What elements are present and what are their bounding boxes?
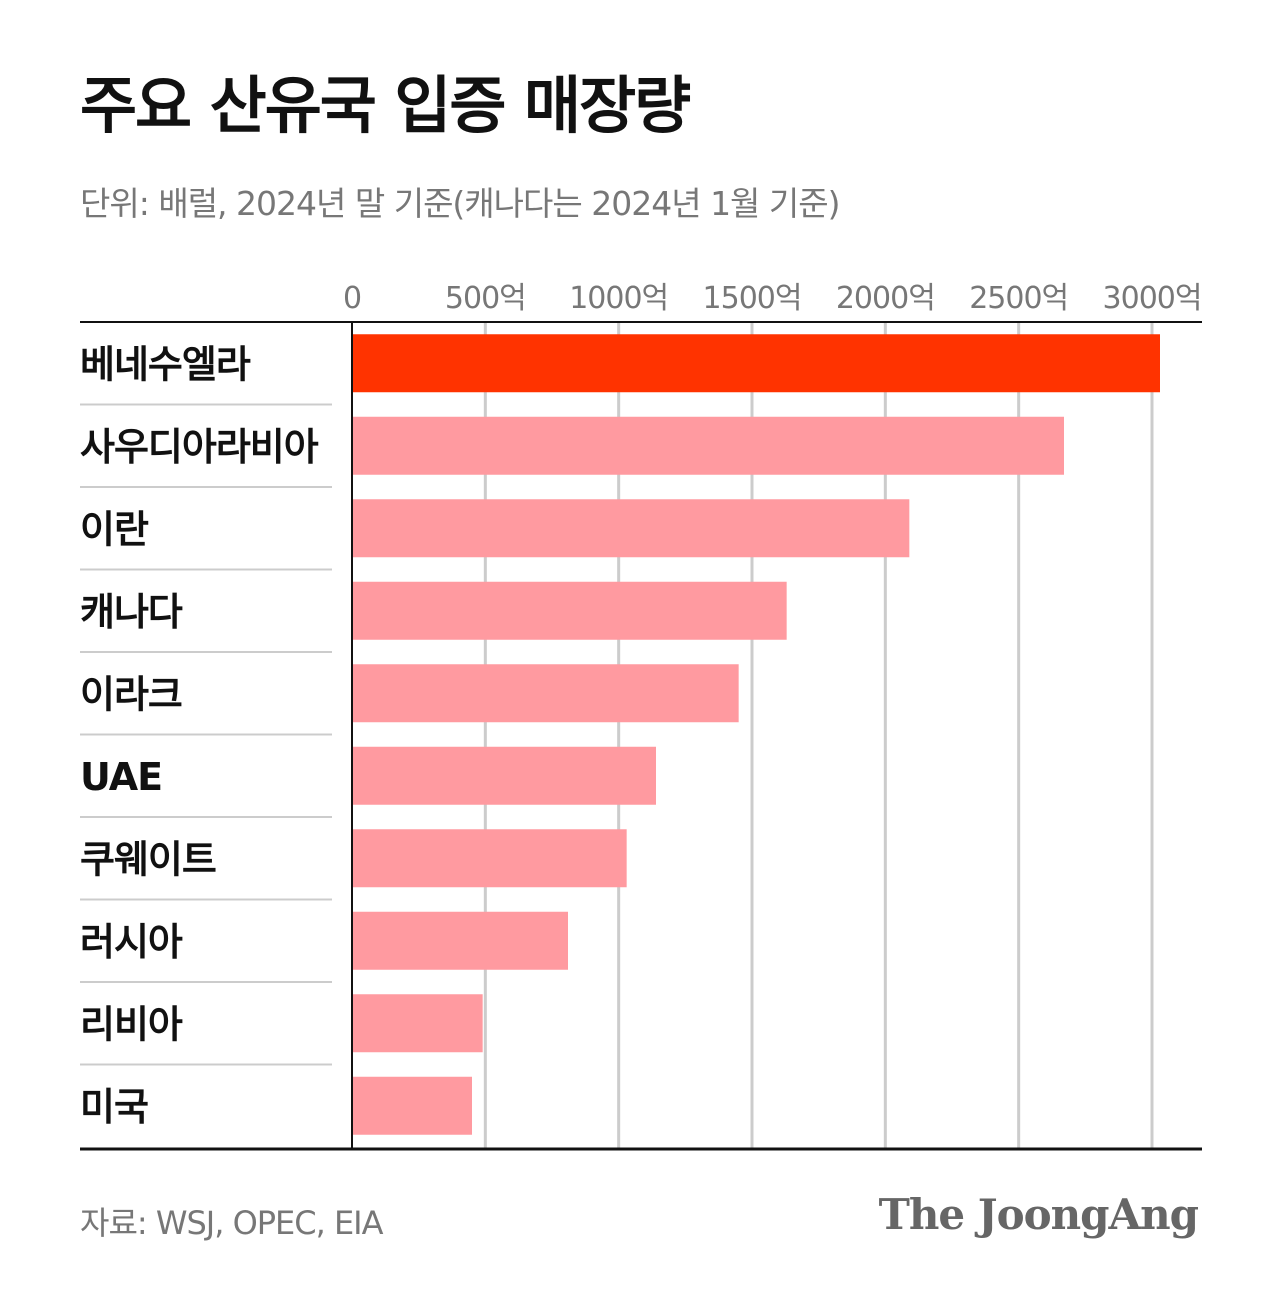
bar [352,911,568,970]
bar [352,1076,472,1135]
chart-title: 주요 산유국 입증 매장량 [80,69,691,142]
x-tick-label: 1000억 [569,281,668,316]
bar [352,499,910,558]
category-label: 쿠웨이트 [80,837,216,881]
x-tick-label: 2500억 [969,281,1068,316]
source-note: 자료: WSJ, OPEC, EIA [80,1204,384,1242]
category-label: 러시아 [80,920,183,964]
publisher-logo: The JoongAng [878,1190,1199,1239]
bar [352,334,1160,393]
x-tick-label: 3000억 [1103,281,1202,316]
category-label: 리비아 [80,1002,183,1046]
chart-subtitle: 단위: 배럴, 2024년 말 기준(캐나다는 2024년 1월 기준) [80,184,841,223]
bar [352,994,483,1053]
category-label: 이란 [80,507,149,551]
category-label: UAE [80,755,162,799]
x-tick-label: 500억 [445,281,526,316]
category-label: 베네수엘라 [80,342,251,386]
category-label: 캐나다 [80,590,183,634]
bar [352,416,1064,475]
category-label: 미국 [80,1085,148,1129]
bar [352,829,627,888]
x-tick-label: 2000억 [836,281,935,316]
x-tick-label: 1500억 [703,281,802,316]
x-tick-label: 0 [343,281,361,316]
bar [352,581,787,640]
category-label: 이라크 [80,672,182,716]
category-label: 사우디아라비아 [80,425,319,469]
bar [352,664,739,723]
bar [352,746,656,805]
